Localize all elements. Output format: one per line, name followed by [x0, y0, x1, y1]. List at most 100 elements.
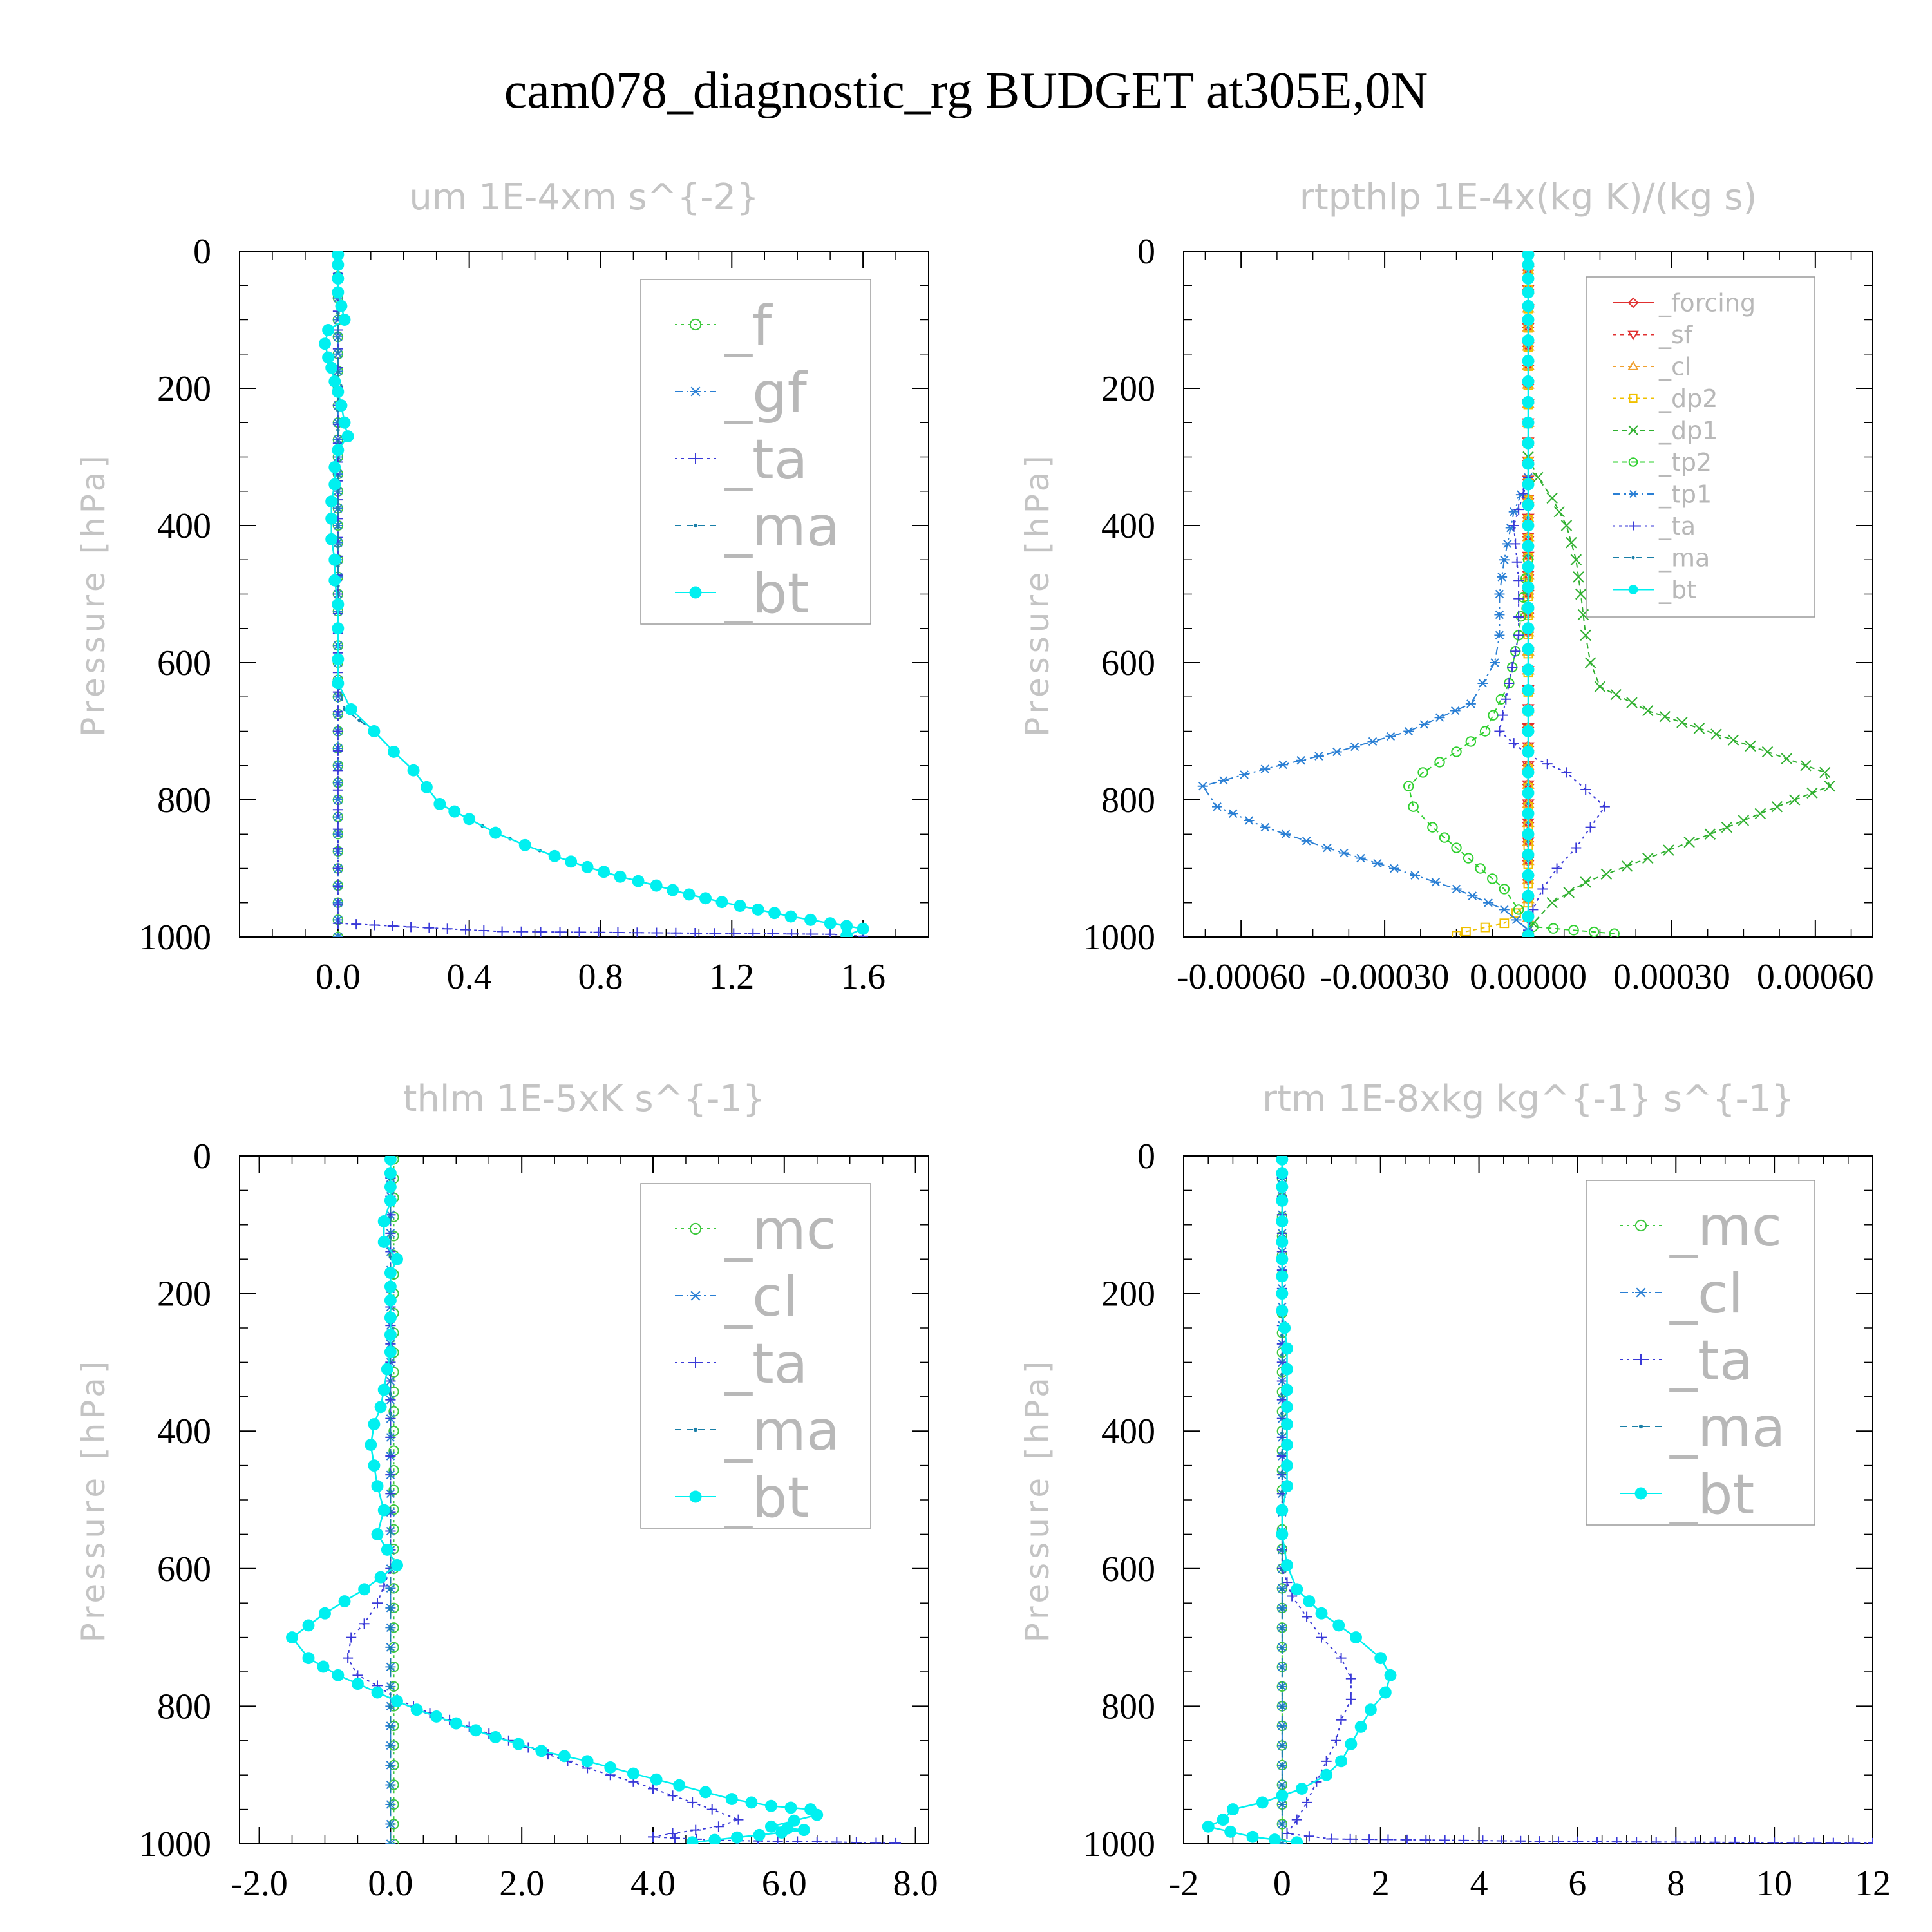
series-dp1-marker [1580, 629, 1591, 641]
series-ta-marker [372, 1598, 383, 1609]
series-bt-marker [1522, 581, 1535, 594]
series-dp1-marker [1771, 800, 1783, 813]
legend-item: _ta [675, 1332, 808, 1396]
series-ma-marker [1280, 1822, 1284, 1826]
series-ma-marker [388, 1744, 393, 1748]
legend-swatch-marker [690, 386, 701, 397]
series-ta-marker [612, 927, 623, 937]
series-tp1-marker [1239, 770, 1250, 779]
legend-item: _cl [1620, 1262, 1743, 1326]
legend-label: _bt [724, 1466, 809, 1530]
legend-item: _ma [675, 495, 840, 559]
series-ma-marker [1280, 1607, 1284, 1611]
series-ta-marker [1828, 1837, 1839, 1844]
x-tick-label: 6 [1568, 1864, 1586, 1904]
y-tick-label: 600 [157, 643, 211, 683]
series-tp2-marker [1427, 822, 1438, 833]
series-ta-marker [1282, 1577, 1293, 1588]
series-bt-marker [332, 1669, 345, 1681]
series-tp2-marker [1465, 736, 1477, 747]
legend-swatch-marker [1628, 585, 1638, 594]
series-bt-marker [1276, 1156, 1289, 1166]
series-bt-marker [1522, 314, 1535, 326]
series-bt-marker [338, 1595, 351, 1607]
series-tp1-marker [1212, 802, 1223, 811]
series-bt-marker [1522, 828, 1535, 840]
series-bt-marker [1522, 848, 1535, 861]
series-ta-marker [1302, 1797, 1312, 1808]
series-ta-marker [1513, 504, 1524, 515]
series-bt-marker [1281, 1439, 1293, 1452]
series-dp2-marker [1452, 931, 1461, 937]
series-bt-marker [1522, 766, 1535, 779]
series-ta-marker [687, 1797, 698, 1808]
series-bt-marker [377, 1215, 390, 1227]
series-bt-marker [764, 1820, 777, 1833]
series-tp1-marker [1419, 720, 1430, 729]
series-ta-line [1499, 477, 1606, 931]
series-dp1-marker [1642, 705, 1654, 717]
y-tick-label: 200 [1101, 1274, 1155, 1314]
series-ma-marker [388, 1685, 393, 1689]
series-ta-marker [332, 824, 343, 835]
series-mc-marker [388, 1445, 399, 1456]
series-bt [1202, 1156, 1397, 1844]
x-tick-label: 12 [1855, 1864, 1891, 1904]
series-mc-marker [388, 1838, 399, 1844]
panel-title: rtpthlp 1E-4x(kg K)/(kg s) [1300, 176, 1757, 218]
y-tick-label: 800 [157, 781, 211, 820]
series-ta-marker [1507, 662, 1518, 673]
series-tp2-marker [1451, 746, 1462, 757]
legend-swatch-marker [693, 523, 698, 528]
series-tp1-marker [1403, 726, 1414, 736]
series-bt-marker [450, 1717, 462, 1730]
series-bt-marker [518, 838, 531, 851]
series-dp1-marker [1642, 852, 1654, 864]
legend-label: _tp1 [1658, 480, 1712, 509]
y-tick-label: 400 [157, 506, 211, 546]
series-bt-marker [1276, 1167, 1289, 1180]
series-ma-marker [1280, 1470, 1284, 1474]
series-bt-marker [328, 375, 341, 388]
series-tp1-marker [1451, 884, 1462, 894]
legend-item: _forcing [1613, 289, 1756, 317]
series-tp1-marker [1467, 891, 1478, 900]
series-bt-marker [1320, 1768, 1333, 1781]
legend-item: _dp1 [1613, 417, 1718, 445]
series-ta-marker [1553, 1836, 1564, 1844]
series-bt-marker [1522, 807, 1535, 820]
series-bt-marker [1522, 705, 1535, 717]
series-bt-marker [797, 1824, 810, 1837]
series-bt-marker [384, 1267, 397, 1280]
legend: _mc_cl_ta_ma_bt [640, 1183, 871, 1530]
y-tick-label: 0 [1137, 1137, 1155, 1177]
series-ta-line [347, 1159, 896, 1844]
series-ta-marker [442, 923, 453, 934]
y-axis-label: Pressure [hPa] [75, 1358, 112, 1643]
legend-label: _mc [1669, 1195, 1782, 1259]
series-bt-marker [784, 1801, 797, 1814]
series-ta-marker [669, 1833, 680, 1844]
series-tp1-marker [1483, 898, 1494, 907]
legend-swatch-marker [690, 453, 701, 464]
legend-label: _f [724, 294, 773, 358]
series-ta-marker [1345, 1694, 1356, 1705]
series-bt-marker [840, 929, 853, 937]
series-ta-marker [1518, 488, 1529, 499]
series-bt-marker [410, 1703, 423, 1716]
series-tp2-marker [1439, 832, 1450, 843]
series-bt-marker [384, 1180, 397, 1193]
series-ta-marker [1651, 1837, 1662, 1844]
series-ma-marker [1280, 1548, 1284, 1553]
series-ta-line [1281, 1159, 1873, 1844]
series-bt-marker [328, 574, 341, 587]
series-bt-marker [715, 896, 728, 909]
x-tick-label: 8.0 [893, 1864, 938, 1904]
series-tp2-marker [1548, 923, 1559, 934]
legend-label: _ma [1669, 1396, 1785, 1460]
series-bt-marker [1522, 498, 1535, 511]
series-bt-marker [384, 1167, 397, 1180]
legend-swatch-marker [1627, 361, 1639, 370]
x-tick-label: 0.8 [578, 957, 623, 997]
series-tp1-marker [1349, 742, 1360, 752]
